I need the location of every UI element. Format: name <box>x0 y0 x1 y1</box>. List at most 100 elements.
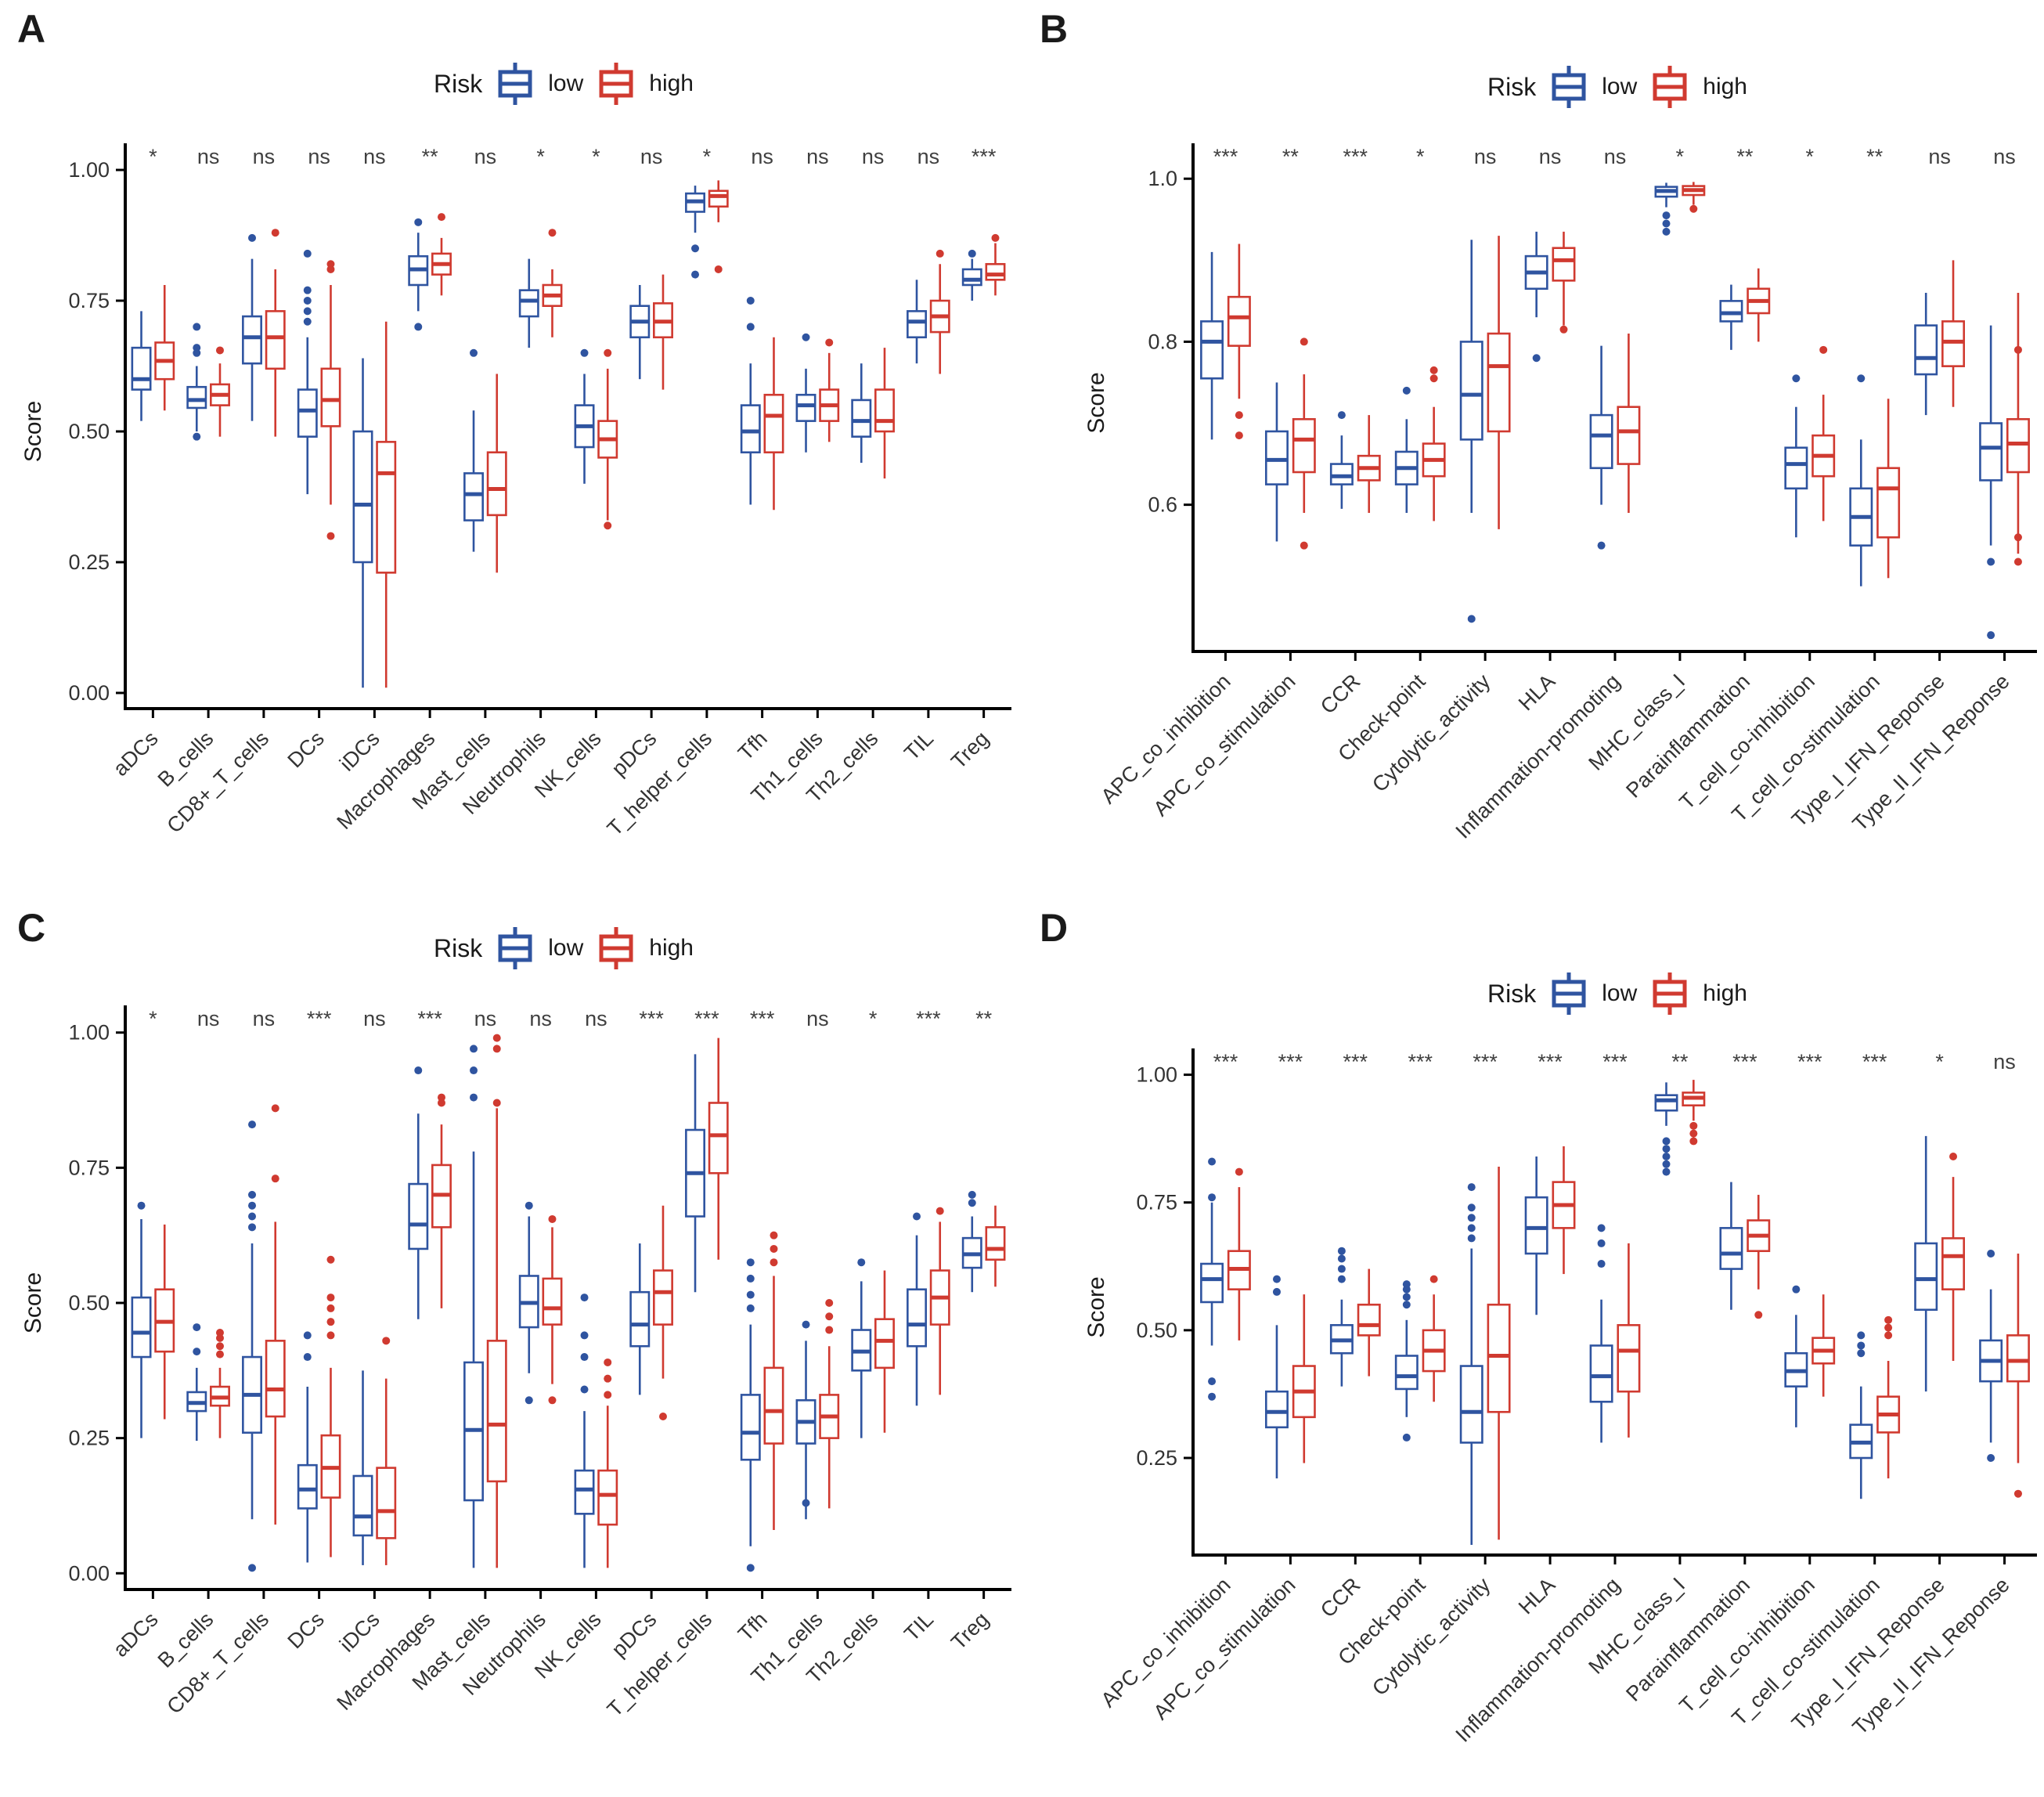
outlier-point <box>1467 1183 1476 1192</box>
box-A-T_helper_cells-high <box>708 180 729 273</box>
boxplot-B: 0.60.81.0ScoreAPC_co_inhibition***APC_co… <box>1083 143 2037 843</box>
significance-label: ns <box>1539 145 1562 168</box>
outlier-point <box>1467 615 1476 623</box>
outlier-point <box>1689 204 1698 213</box>
box-A-pDCs-low <box>629 284 651 380</box>
legend-low-key-icon <box>498 63 532 105</box>
box-A-NK_cells-low <box>574 348 595 484</box>
x-tick-label: DCs <box>283 727 329 772</box>
panel-C: C Risk low high 0.00 0.25 0.50 0.75 1.00 Scor… <box>0 899 1022 1797</box>
box-A-Macrophages-high <box>431 213 452 296</box>
x-tick-label: TIL <box>899 727 938 765</box>
y-axis-title: Score <box>20 1272 46 1333</box>
outlier-point <box>492 1045 501 1053</box>
outlier-point <box>271 1175 279 1183</box>
outlier-point <box>1662 219 1671 228</box>
outlier-point <box>326 1255 335 1264</box>
box-B-HLA-high <box>1552 231 1576 334</box>
outlier-point <box>1987 1249 1995 1258</box>
legend-low-key-icon <box>1552 972 1586 1015</box>
box-A-Treg-high <box>985 233 1006 296</box>
outlier-point <box>303 249 312 258</box>
box-D-APC_co_inhibition-high <box>1227 1167 1251 1341</box>
box-A-Neutrophils-low <box>518 258 539 348</box>
significance-label: *** <box>1213 145 1238 168</box>
box-D-APC_co_inhibition-low <box>1200 1157 1224 1401</box>
outlier-point <box>604 348 612 357</box>
box-D-Inflammation-promoting-high <box>1617 1243 1641 1438</box>
box-C-TIL-high <box>929 1207 950 1395</box>
outlier-point <box>437 213 445 222</box>
outlier-point <box>303 1331 312 1340</box>
box-D-HLA-high <box>1552 1146 1576 1275</box>
significance-label: *** <box>750 1007 775 1030</box>
box-B-Inflammation-promoting-low <box>1589 345 1613 550</box>
box-A-DCs-low <box>297 249 318 495</box>
significance-label: *** <box>1343 145 1368 168</box>
box-C-B_cells-low <box>186 1323 207 1442</box>
boxplot-C: 0.000.250.500.751.00ScoreaDCs*B_cellsnsC… <box>20 1005 1011 1721</box>
outlier-point <box>470 1093 478 1102</box>
significance-label: ns <box>197 145 220 168</box>
outlier-point <box>326 532 335 540</box>
significance-label: *** <box>1732 1050 1757 1074</box>
box-B-T_cell_co-stimulation-low <box>1849 374 1873 586</box>
panel-C-letter: C <box>17 906 46 950</box>
box-C-DCs-low <box>297 1331 318 1563</box>
box-C-Th2_cells-high <box>874 1270 895 1433</box>
significance-label: ns <box>253 145 276 168</box>
box-A-Macrophages-low <box>408 218 429 331</box>
outlier-point <box>580 1385 589 1394</box>
box-B-T_cell_co-inhibition-low <box>1784 374 1808 538</box>
outlier-point <box>1208 1193 1217 1202</box>
outlier-point <box>215 346 224 355</box>
significance-label: ns <box>1993 145 2016 168</box>
box-A-iDCs-low <box>352 358 373 688</box>
outlier-point <box>968 1199 976 1207</box>
outlier-point <box>1272 1275 1281 1283</box>
significance-label: *** <box>1473 1050 1498 1074</box>
box-C-Mast_cells-low <box>463 1045 484 1568</box>
outlier-point <box>1208 1157 1217 1166</box>
y-tick-label: 1.00 <box>68 1021 110 1045</box>
outlier-point <box>326 260 335 269</box>
x-tick-label: Cytolytic_activity <box>1368 669 1495 797</box>
y-tick-label: 0.25 <box>1136 1446 1177 1470</box>
outlier-point <box>1429 374 1438 383</box>
outlier-point <box>437 1099 445 1107</box>
outlier-point <box>1792 1285 1801 1294</box>
outlier-point <box>1300 337 1308 346</box>
box-D-MHC_class_I-low <box>1654 1082 1678 1176</box>
outlier-point <box>658 1413 667 1421</box>
box-A-aDCs-low <box>131 311 152 421</box>
box-C-T_helper_cells-high <box>708 1037 729 1260</box>
significance-label: ns <box>1993 1050 2016 1074</box>
box-B-Parainflammation-high <box>1747 268 1771 342</box>
box-D-Parainflammation-low <box>1719 1182 1743 1310</box>
outlier-point <box>1792 374 1801 383</box>
box-C-Treg-high <box>985 1205 1006 1287</box>
outlier-point <box>825 1299 834 1307</box>
legend-low-label: low <box>548 935 584 961</box>
x-tick-label: iDCs <box>335 727 384 776</box>
significance-label: ns <box>474 1007 497 1030</box>
outlier-point <box>1857 1349 1866 1358</box>
x-tick-label: Treg <box>946 1608 993 1654</box>
outlier-point <box>746 1274 755 1283</box>
significance-label: ns <box>363 1007 386 1030</box>
box-A-Th1_cells-high <box>819 338 840 442</box>
box-B-APC_co_inhibition-high <box>1227 244 1251 440</box>
outlier-point <box>1987 558 1995 566</box>
outlier-point <box>1532 354 1541 363</box>
outlier-point <box>770 1258 778 1267</box>
significance-label: *** <box>694 1007 719 1030</box>
outlier-point <box>746 1290 755 1299</box>
outlier-point <box>1884 1315 1893 1324</box>
significance-label: * <box>703 145 712 168</box>
outlier-point <box>215 1328 224 1337</box>
box-C-aDCs-high <box>154 1224 175 1420</box>
significance-label: * <box>1676 145 1685 168</box>
significance-label: *** <box>1538 1050 1563 1074</box>
outlier-point <box>2013 558 2022 566</box>
outlier-point <box>746 297 755 305</box>
